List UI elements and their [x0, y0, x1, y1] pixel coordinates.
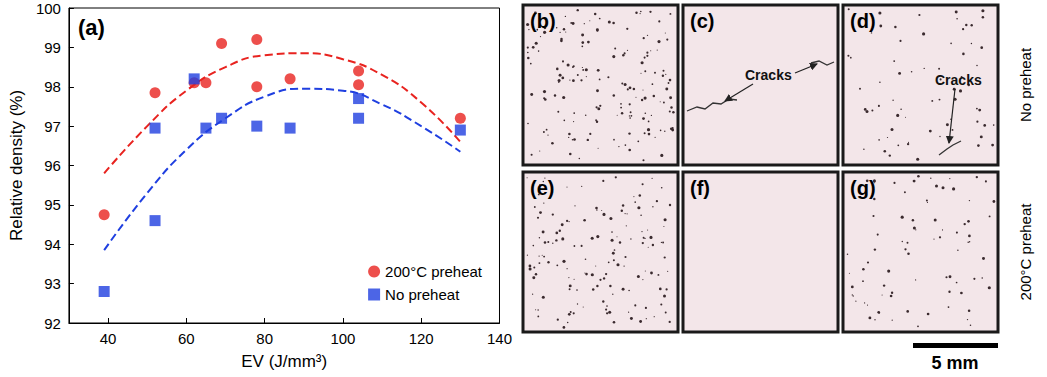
svg-text:95: 95: [44, 196, 61, 213]
svg-text:96: 96: [44, 157, 61, 174]
svg-text:(g): (g): [850, 177, 876, 199]
svg-text:Relative density (%): Relative density (%): [7, 90, 26, 241]
svg-text:140: 140: [487, 330, 512, 347]
svg-text:5 mm: 5 mm: [931, 353, 978, 373]
svg-text:92: 92: [44, 315, 61, 332]
svg-text:120: 120: [409, 330, 434, 347]
svg-text:(f): (f): [690, 177, 710, 199]
svg-text:200°C preheat: 200°C preheat: [1017, 203, 1034, 301]
svg-text:94: 94: [44, 236, 61, 253]
svg-text:(b): (b): [530, 10, 556, 32]
svg-text:60: 60: [178, 330, 195, 347]
svg-text:No preheat: No preheat: [385, 286, 460, 303]
svg-text:93: 93: [44, 275, 61, 292]
svg-text:200°C preheat: 200°C preheat: [385, 263, 483, 280]
svg-text:40: 40: [100, 330, 117, 347]
svg-text:Cracks: Cracks: [935, 72, 982, 88]
svg-text:99: 99: [44, 39, 61, 56]
svg-text:(d): (d): [850, 10, 876, 32]
svg-text:80: 80: [256, 330, 273, 347]
svg-text:EV (J/mm³): EV (J/mm³): [241, 352, 327, 371]
svg-text:Cracks: Cracks: [745, 67, 792, 83]
svg-text:(e): (e): [530, 177, 554, 199]
svg-text:No preheat: No preheat: [1017, 47, 1034, 122]
svg-text:98: 98: [44, 78, 61, 95]
svg-text:(c): (c): [690, 10, 714, 32]
svg-text:100: 100: [36, 0, 61, 17]
svg-text:100: 100: [330, 330, 355, 347]
svg-text:(a): (a): [78, 15, 105, 40]
svg-text:97: 97: [44, 118, 61, 135]
